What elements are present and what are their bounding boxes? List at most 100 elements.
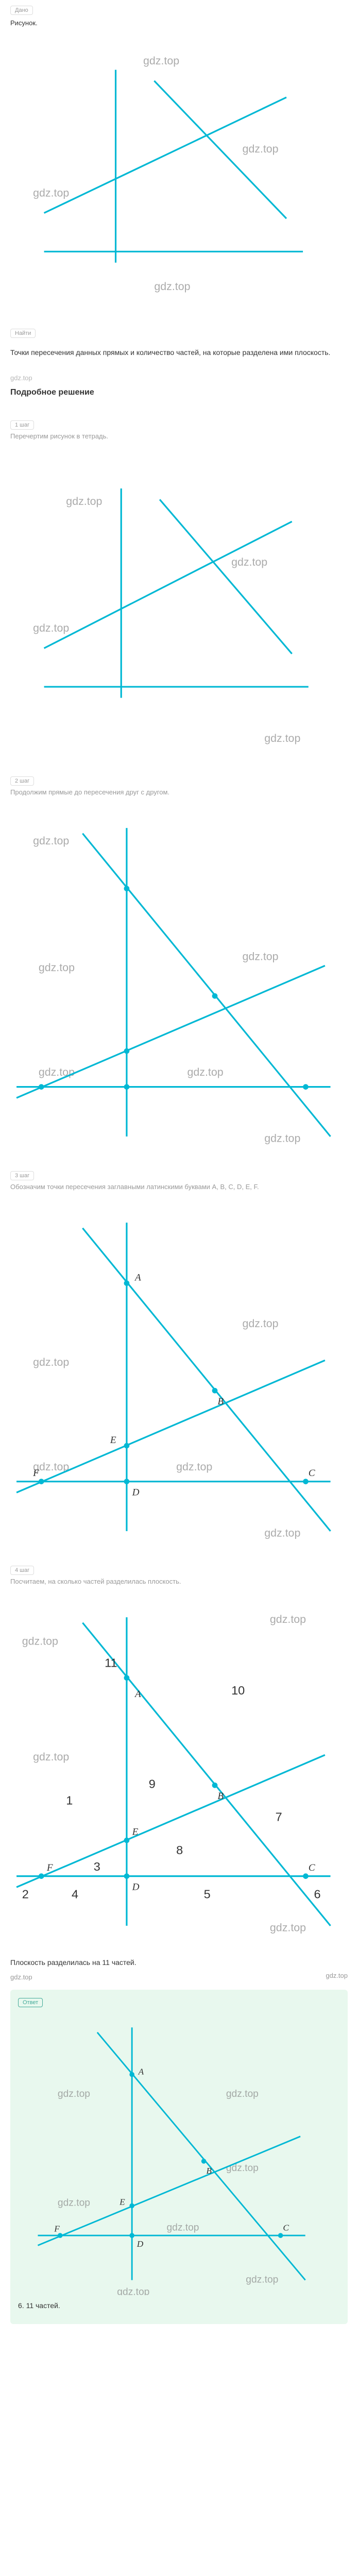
given-section: Дано Рисунок. [0,0,358,37]
label-D: D [132,1487,140,1498]
label-E: E [119,2197,125,2207]
point-E [124,1443,130,1448]
find-label: Найти [10,329,36,338]
answer-label: Ответ [18,1998,43,2007]
line-diag1 [44,97,286,213]
watermark: gdz.top [58,2198,90,2209]
watermark: gdz.top [166,2223,199,2233]
point-A [124,1675,130,1681]
label-E: E [110,1434,116,1445]
point-A [129,2072,134,2077]
conclusion-section: Плоскость разделилась на 11 частей. gdz.… [0,1947,358,1985]
watermark: gdz.top [270,1613,306,1625]
num-2: 2 [22,1887,29,1901]
conclusion-text: Плоскость разделилась на 11 частей. [10,1957,348,1968]
watermark: gdz.top [242,1317,278,1330]
num-1: 1 [66,1793,73,1807]
step-2-text: Продолжим прямые до пересечения друг с д… [10,788,348,796]
line-diag2 [82,833,330,1136]
label-C: C [283,2223,289,2233]
label-F: F [46,1862,53,1873]
line-diag1 [44,521,292,648]
watermark: gdz.top [33,835,69,847]
point-A [124,886,130,891]
watermark: gdz.top [270,1921,306,1934]
line-diag2 [160,499,292,653]
point-F [39,1084,44,1090]
watermark: gdz.top [242,950,278,962]
watermark: gdz.top [39,961,75,974]
step-4-text: Посчитаем, на сколько частей разделилась… [10,1578,348,1585]
watermark: gdz.top [10,1972,348,1979]
watermark: gdz.top [33,1356,69,1368]
svg-text:F: F [54,2224,60,2234]
num-4: 4 [72,1887,78,1901]
point-C [303,1084,309,1090]
point-C [278,2233,283,2239]
point-B [212,1387,218,1393]
label-B: B [206,2166,212,2176]
watermark: gdz.top [117,2287,149,2295]
point-D [124,1873,130,1879]
label-D: D [132,1882,140,1892]
diagram-3: gdz.top gdz.top gdz.top gdz.top gdz.top … [0,811,358,1153]
label-E: E [132,1826,139,1837]
label-B: B [217,1790,224,1801]
watermark: gdz.top [187,1066,224,1078]
watermark: gdz.top [231,555,267,568]
watermark: gdz.top [33,1751,69,1763]
point-B [201,2159,207,2164]
watermark: gdz.top [143,55,179,67]
line-diag2 [82,1622,330,1925]
step-4-label: 4 шаг [10,1566,34,1575]
step-1: 1 шаг Перечертим рисунок в тетрадь. [0,408,358,450]
point-B [212,1782,218,1788]
num-8: 8 [176,1843,183,1856]
diagram-2: gdz.top gdz.top gdz.top gdz.top [0,455,358,758]
watermark: gdz.top [33,622,69,634]
point-D [124,1479,130,1484]
given-text: Рисунок. [10,19,348,27]
line-diag2 [97,2032,305,2280]
watermark: gdz.top [242,143,278,155]
watermark: gdz.top [22,1635,58,1647]
num-9: 9 [149,1777,156,1790]
num-10: 10 [231,1683,245,1697]
find-section: Найти Точки пересечения данных прямых и … [0,323,358,368]
label-A: A [138,2067,144,2077]
point-E [124,1837,130,1843]
point-D [129,2233,134,2239]
diagram-answer: gdz.top gdz.top gdz.top gdz.top gdz.top … [18,2018,340,2295]
watermark: gdz.top [246,2275,278,2285]
watermark: gdz.top [39,1066,75,1078]
line-diag1 [16,1360,325,1493]
step-4: 4 шаг Посчитаем, на сколько частей разде… [0,1553,358,1596]
watermark: gdz.top [33,187,69,199]
point-D [124,1084,130,1090]
answer-section: Ответ gdz.top gdz.top gdz.top gdz.top gd… [10,1990,348,2324]
point-F [39,1873,44,1879]
label-B: B [217,1396,224,1407]
point-A [124,1280,130,1286]
step-3-text: Обозначим точки пересечения заглавными л… [10,1183,348,1191]
step-2: 2 шаг Продолжим прямые до пересечения др… [0,764,358,806]
watermark: gdz.top [154,280,190,293]
label-D: D [137,2240,144,2249]
watermark: gdz.top [10,374,32,382]
diagram-1: gdz.top gdz.top gdz.top gdz.top [0,42,358,318]
label-A: A [134,1272,141,1283]
label-A: A [134,1689,141,1700]
step-3: 3 шаг Обозначим точки пересечения заглав… [0,1158,358,1201]
point-C [303,1479,309,1484]
label-C: C [309,1468,315,1479]
given-label: Дано [10,6,33,15]
label-C: C [309,1862,315,1873]
point-C [303,1873,309,1879]
line-diag2 [82,1228,330,1531]
step-2-label: 2 шаг [10,776,34,786]
num-6: 6 [314,1887,320,1901]
point-B [212,993,218,999]
point-F [39,1479,44,1484]
watermark: gdz.top [176,1461,212,1473]
num-7: 7 [276,1810,282,1823]
